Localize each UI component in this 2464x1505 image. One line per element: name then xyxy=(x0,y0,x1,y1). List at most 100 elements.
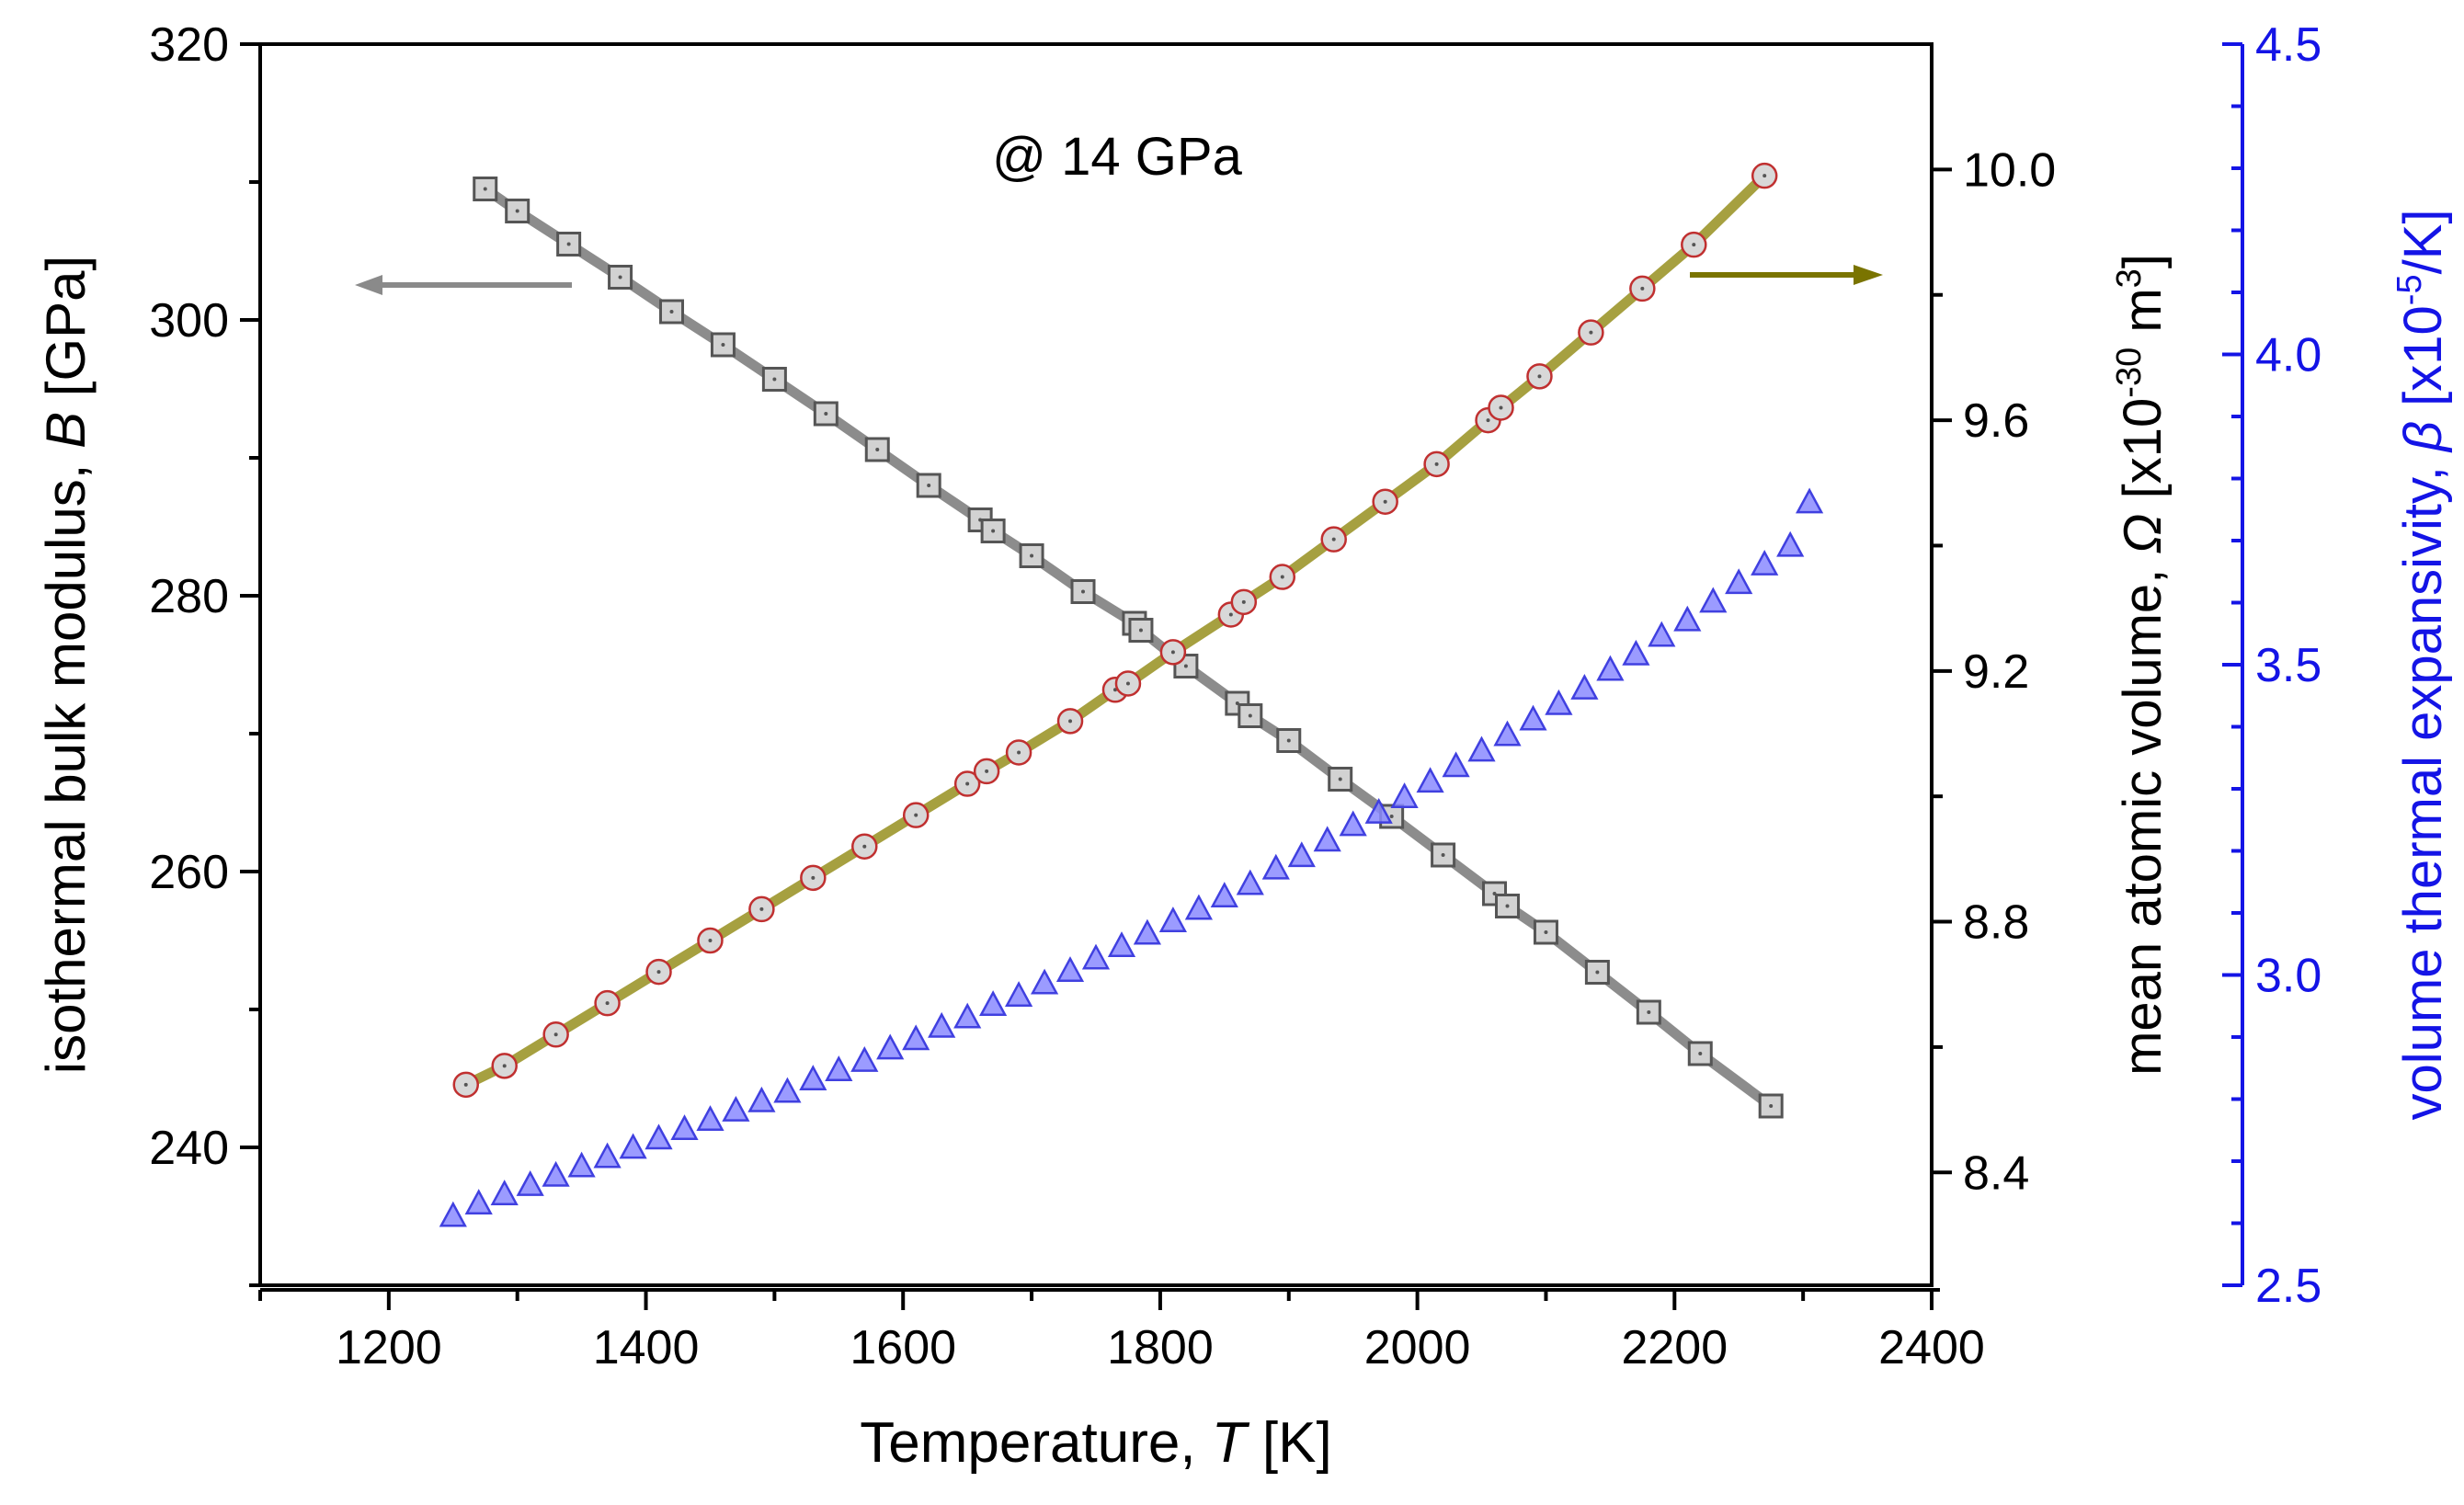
left-tick-label: 280 xyxy=(149,570,229,623)
x-tick-label: 2000 xyxy=(1364,1321,1471,1374)
triangle-marker xyxy=(1519,704,1547,731)
triangle-marker xyxy=(1673,605,1702,632)
triangle-marker xyxy=(1751,549,1779,576)
right1-tick-label: 10.0 xyxy=(1963,143,2056,197)
triangle-marker xyxy=(1133,918,1161,945)
triangle-marker xyxy=(619,1133,647,1159)
marker-dot xyxy=(1434,462,1439,466)
right1-tick-label: 8.4 xyxy=(1963,1146,2029,1200)
marker-dot xyxy=(463,1082,468,1087)
triangle-marker xyxy=(464,1189,493,1215)
x-tick-label: 1400 xyxy=(593,1321,700,1374)
marker-dot xyxy=(1537,374,1542,379)
square-marker xyxy=(556,232,582,257)
triangle-marker xyxy=(1416,767,1444,793)
marker-dot xyxy=(618,275,622,279)
marker-dot xyxy=(914,813,918,817)
left-tick-label: 260 xyxy=(149,846,229,899)
marker-dot xyxy=(1183,664,1188,668)
marker-dot xyxy=(1544,930,1548,934)
marker-dot xyxy=(1280,575,1284,579)
marker-dot xyxy=(1762,174,1767,178)
triangle-marker xyxy=(1210,882,1238,907)
marker-dot xyxy=(772,377,777,382)
square-marker xyxy=(1431,842,1456,868)
triangle-marker xyxy=(799,1065,827,1091)
triangle-marker xyxy=(542,1160,570,1187)
triangle-marker xyxy=(850,1045,879,1072)
marker-dot xyxy=(1030,553,1034,558)
left-tick-label: 240 xyxy=(149,1122,229,1175)
right1-tick-label: 9.6 xyxy=(1963,394,2029,448)
marker-dot xyxy=(1769,1104,1774,1108)
marker-dot xyxy=(1389,815,1394,818)
triangle-marker xyxy=(979,990,1008,1017)
triangle-marker xyxy=(1031,968,1059,995)
triangle-marker xyxy=(1390,782,1419,808)
marker-dot xyxy=(991,529,996,533)
marker-dot xyxy=(862,844,867,849)
marker-dot xyxy=(1595,970,1600,975)
marker-dot xyxy=(483,187,487,191)
right2-tick-label: 4.0 xyxy=(2255,329,2321,382)
right1-tick-label: 9.2 xyxy=(1963,645,2029,699)
square-marker xyxy=(1584,960,1610,985)
marker-dot xyxy=(1331,537,1336,542)
triangle-marker xyxy=(1287,841,1316,868)
triangle-marker xyxy=(722,1095,750,1122)
x-tick-label: 2400 xyxy=(1878,1321,1985,1374)
marker-dot xyxy=(721,343,725,347)
triangle-marker xyxy=(1776,530,1805,557)
marker-dot xyxy=(811,875,816,880)
triangle-marker xyxy=(773,1077,802,1103)
triangle-marker xyxy=(928,1011,956,1038)
marker-dot xyxy=(1228,612,1233,617)
marker-dot xyxy=(1241,599,1246,604)
square-marker xyxy=(1687,1041,1713,1066)
triangle-marker xyxy=(1570,673,1599,700)
x-tick-label: 1800 xyxy=(1107,1321,1214,1374)
triangle-marker xyxy=(1467,735,1496,762)
axes: 1200 1400 1600 1800 2000 2200 2400 240 260 280 300… xyxy=(149,18,2321,1374)
marker-dot xyxy=(1170,650,1175,655)
right2-tick-label: 3.0 xyxy=(2255,950,2321,1003)
marker-dot xyxy=(1081,589,1086,594)
triangle-marker xyxy=(902,1024,930,1051)
triangle-marker xyxy=(953,1002,982,1029)
triangle-marker xyxy=(1184,894,1213,920)
marker-dot xyxy=(1698,1052,1703,1055)
right1-tick-label: 8.8 xyxy=(1963,896,2029,950)
right2-tick-label: 2.5 xyxy=(2255,1260,2321,1313)
right2-tick-label: 3.5 xyxy=(2255,639,2321,692)
marker-dot xyxy=(669,310,674,314)
right-axis-1-label: mean atomic volume, Ω [x10-30 m3] xyxy=(2110,254,2173,1076)
square-marker xyxy=(1173,654,1199,678)
triangle-marker xyxy=(1261,853,1290,880)
triangle-marker xyxy=(1236,869,1264,895)
triangle-marker xyxy=(1158,906,1187,932)
markers xyxy=(439,162,1824,1227)
right-axis-arrow xyxy=(1690,265,1883,285)
triangle-marker xyxy=(1313,826,1341,852)
x-tick-label: 1200 xyxy=(336,1321,442,1374)
marker-dot xyxy=(1017,750,1021,755)
left-axis-arrow xyxy=(355,275,572,295)
marker-dot xyxy=(605,1001,610,1006)
triangle-marker xyxy=(1596,655,1625,681)
marker-dot xyxy=(1441,853,1445,857)
marker-dot xyxy=(1068,719,1073,724)
triangle-marker xyxy=(1725,568,1753,595)
marker-dot xyxy=(927,484,931,487)
triangle-marker xyxy=(876,1033,905,1060)
square-marker xyxy=(659,299,685,325)
marker-dot xyxy=(985,769,989,773)
triangle-marker xyxy=(490,1180,519,1205)
right-axis-2-label: volume thermal expansivity, β [x10-5/K] xyxy=(2390,209,2453,1120)
square-marker xyxy=(916,473,941,498)
square-marker xyxy=(1238,703,1263,728)
marker-dot xyxy=(1248,713,1252,718)
left-tick-label: 300 xyxy=(149,294,229,348)
marker-dot xyxy=(1383,499,1387,504)
pressure-annotation: @ 14 GPa xyxy=(992,127,1242,187)
triangle-marker xyxy=(439,1201,467,1227)
